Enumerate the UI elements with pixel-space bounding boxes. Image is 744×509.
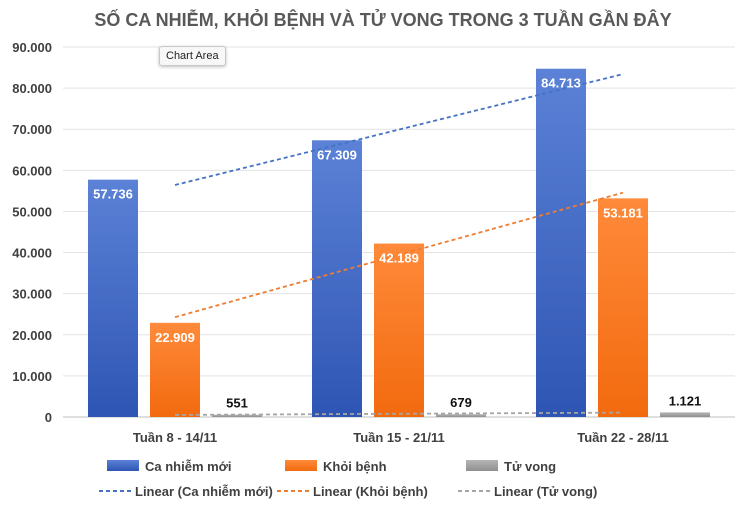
trendline xyxy=(174,191,624,319)
bar-khỏi-bệnh[interactable] xyxy=(374,243,424,417)
category-label: Tuần 22 - 28/11 xyxy=(577,430,669,445)
trendline xyxy=(174,411,624,416)
legend-trend-entry: Linear (Khỏi bệnh) xyxy=(313,484,428,499)
data-label: 84.713 xyxy=(541,76,581,91)
trendlines xyxy=(174,73,624,416)
data-label: 22.909 xyxy=(155,330,195,345)
legend-trend-entry: Linear (Tử vong) xyxy=(494,484,597,499)
legend-entry: Tử vong xyxy=(504,459,556,474)
y-tick-label: 40.000 xyxy=(12,246,52,261)
data-label: 42.189 xyxy=(379,251,419,266)
chart-title: SỐ CA NHIỄM, KHỎI BỆNH VÀ TỬ VONG TRONG … xyxy=(94,9,671,30)
y-tick-label: 70.000 xyxy=(12,122,52,137)
category-label: Tuần 15 - 21/11 xyxy=(353,430,445,445)
x-axis-categories: Tuần 8 - 14/11 Tuần 15 - 21/11 Tuần 22 - 2… xyxy=(133,430,669,445)
data-label: 1.121 xyxy=(669,393,702,408)
bar-tử-vong[interactable] xyxy=(660,412,710,417)
legend-trend-entry: Linear (Ca nhiễm mới) xyxy=(135,484,273,499)
legend-swatch xyxy=(107,460,139,471)
y-axis-ticks: 0 10.000 20.000 30.000 40.000 50.000 60.000 70.… xyxy=(12,40,52,425)
y-tick-label: 90.000 xyxy=(12,40,52,55)
y-tick-label: 60.000 xyxy=(12,163,52,178)
data-label: 67.309 xyxy=(317,147,357,162)
y-tick-label: 80.000 xyxy=(12,81,52,96)
data-label: 53.181 xyxy=(603,205,643,220)
bar-ca-nhiễm-mới[interactable] xyxy=(536,68,586,417)
y-tick-label: 20.000 xyxy=(12,328,52,343)
y-tick-label: 10.000 xyxy=(12,369,52,384)
bar-tử-vong[interactable] xyxy=(212,414,262,417)
legend-entry: Khỏi bệnh xyxy=(323,459,387,474)
legend-swatch xyxy=(466,460,498,471)
chart-area-tooltip: Chart Area xyxy=(159,46,226,66)
data-labels: 57.736 22.909 551 67.309 42.189 679 84.713 53.1… xyxy=(93,76,701,411)
y-tick-label: 0 xyxy=(45,410,52,425)
legend: Ca nhiễm mới Khỏi bệnh Tử vong Linear (Ca n… xyxy=(99,459,597,499)
bar-ca-nhiễm-mới[interactable] xyxy=(312,140,362,417)
y-tick-label: 50.000 xyxy=(12,204,52,219)
category-label: Tuần 8 - 14/11 xyxy=(133,430,217,445)
y-tick-label: 30.000 xyxy=(12,287,52,302)
data-label: 679 xyxy=(450,395,472,410)
bars xyxy=(88,68,710,417)
bar-tử-vong[interactable] xyxy=(436,414,486,417)
legend-entry: Ca nhiễm mới xyxy=(145,459,232,474)
data-label: 551 xyxy=(226,396,248,411)
bar-ca-nhiễm-mới[interactable] xyxy=(88,179,138,417)
bar-khỏi-bệnh[interactable] xyxy=(150,322,200,417)
bar-khỏi-bệnh[interactable] xyxy=(598,198,648,417)
data-label: 57.736 xyxy=(93,187,133,202)
legend-swatch xyxy=(285,460,317,471)
